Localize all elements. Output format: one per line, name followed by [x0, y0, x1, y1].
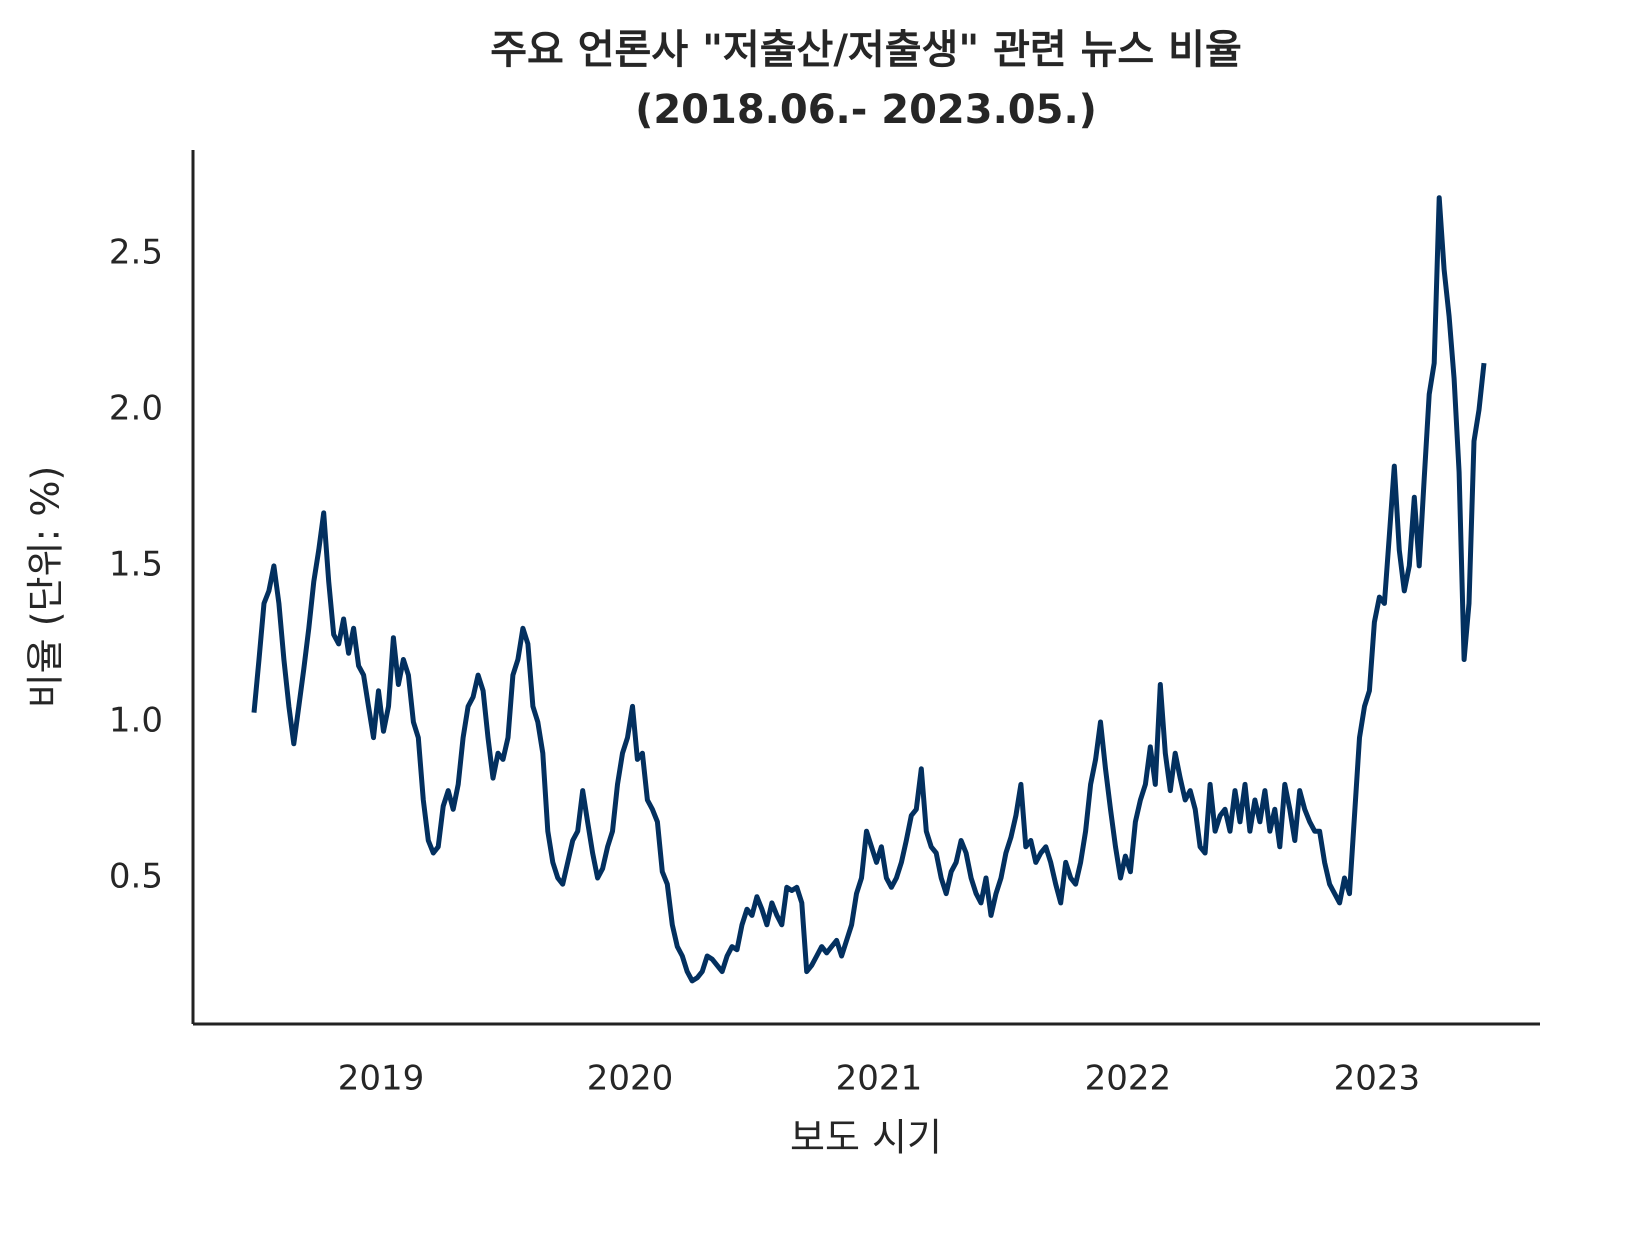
x-tick-label: 2022 — [1085, 1059, 1172, 1099]
x-axis-label: 보도 시기 — [790, 1116, 942, 1160]
chart-title: 주요 언론사 "저출산/저출생" 관련 뉴스 비율 — [490, 27, 1242, 73]
chart-subtitle: (2018.06.- 2023.05.) — [635, 87, 1097, 133]
y-axis-label: 비율 (단위: %) — [24, 466, 68, 709]
x-tick-label: 2023 — [1334, 1059, 1421, 1099]
data-line — [251, 195, 1487, 984]
x-tick-label: 2020 — [587, 1059, 674, 1099]
y-tick-label: 2.5 — [109, 232, 163, 272]
x-tick-label: 2019 — [338, 1059, 425, 1099]
y-tick-label: 2.0 — [109, 388, 163, 428]
y-tick-label: 1.0 — [109, 700, 163, 740]
x-tick-label: 2021 — [836, 1059, 923, 1099]
y-tick-label: 1.5 — [109, 544, 163, 584]
y-tick-label: 0.5 — [109, 856, 163, 896]
